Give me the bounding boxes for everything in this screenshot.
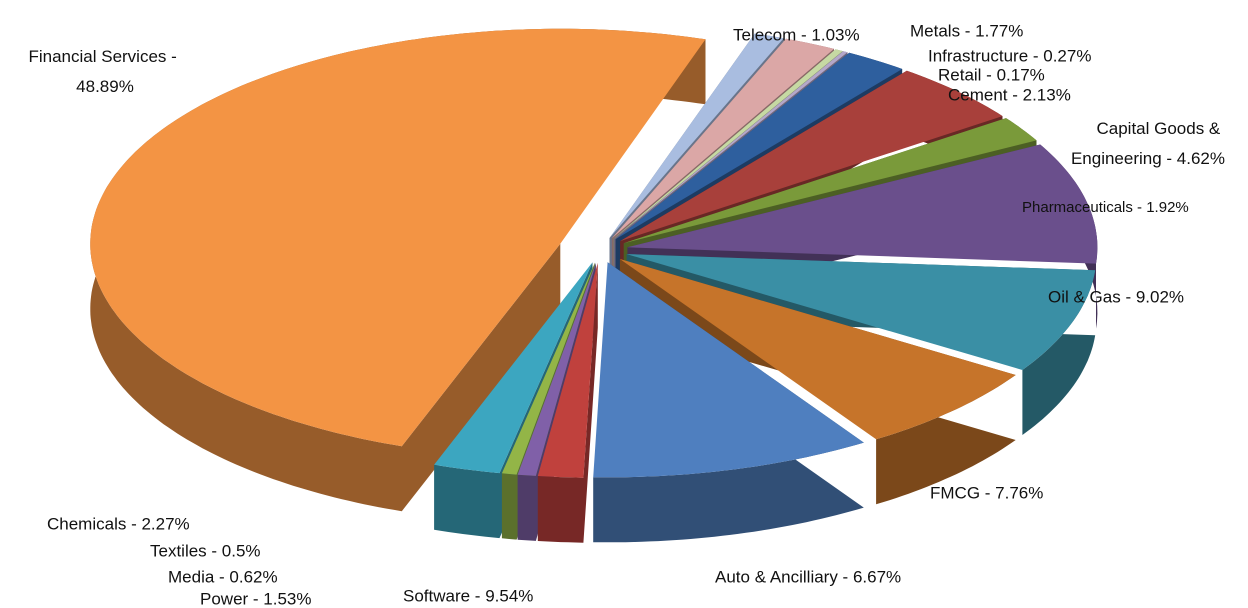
data-label: Retail - 0.17% (938, 65, 1045, 84)
slice (623, 118, 1037, 244)
label-line: 48.89% (76, 77, 134, 96)
slice (593, 262, 864, 478)
data-label: Financial Services - 48.89% (28, 47, 181, 96)
label-line: Financial Services - (28, 47, 181, 66)
label-line: Capital Goods & (1096, 119, 1225, 138)
data-label: Pharmaceuticals - 1.92% (1022, 199, 1189, 216)
data-label: Cement - 2.13% (948, 85, 1071, 104)
data-label: Infrastructure - 0.27% (928, 46, 1091, 65)
data-label: Auto & Ancilliary - 6.67% (715, 567, 901, 586)
data-label: Media - 0.62% (168, 567, 278, 586)
slice (537, 262, 598, 478)
slice (501, 262, 595, 475)
data-label: Chemicals - 2.27% (47, 514, 190, 533)
slice (627, 144, 1098, 264)
data-label: FMCG - 7.76% (930, 483, 1043, 502)
data-label: Software - 9.54% (403, 586, 533, 605)
slice (613, 51, 848, 239)
data-label: Power - 1.53% (200, 589, 312, 608)
slice (613, 49, 843, 239)
slice (434, 262, 593, 474)
data-label: Metals - 1.77% (910, 21, 1023, 40)
slice-side (537, 262, 598, 543)
data-label: Telecom - 1.03% (733, 25, 860, 44)
label-line: Engineering - 4.62% (1071, 149, 1225, 168)
data-label: Capital Goods & Engineering - 4.62% (1071, 119, 1225, 168)
slice-side (517, 262, 596, 541)
slice (90, 28, 706, 447)
slice (609, 33, 784, 238)
slice (626, 254, 1096, 370)
slice (619, 259, 1016, 440)
slice (611, 38, 834, 239)
data-label: Textiles - 0.5% (150, 541, 261, 560)
slice (517, 262, 596, 476)
slice (615, 52, 903, 240)
slice (620, 70, 1003, 242)
data-label: Oil & Gas - 9.02% (1048, 287, 1184, 306)
